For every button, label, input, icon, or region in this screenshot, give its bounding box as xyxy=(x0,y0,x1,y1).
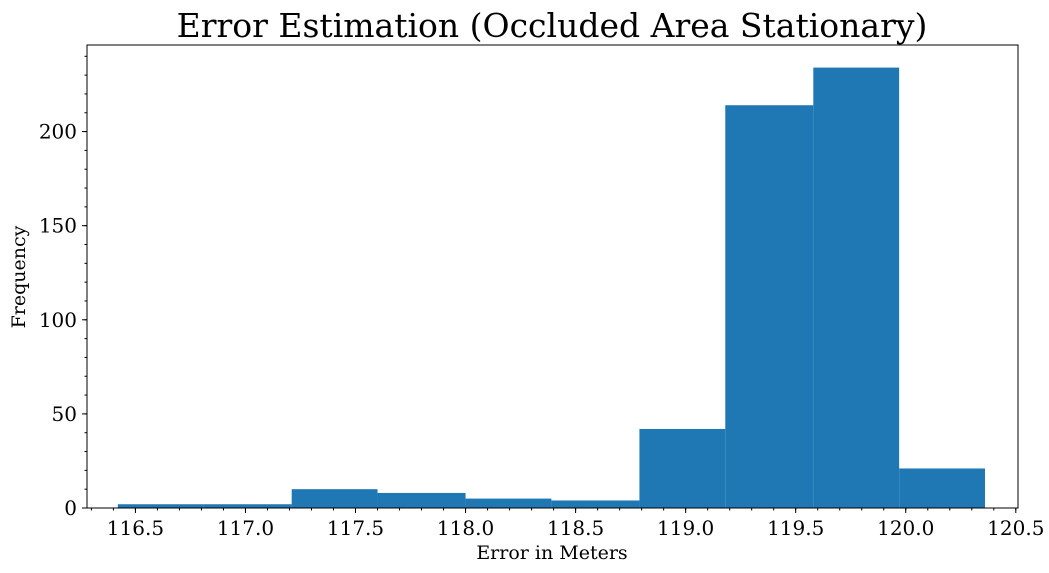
histogram-bar xyxy=(551,500,640,508)
x-tick-label: 119.5 xyxy=(767,516,824,540)
x-tick-label: 120.0 xyxy=(877,516,934,540)
y-tick-label: 100 xyxy=(39,308,77,332)
plot-frame xyxy=(86,44,1019,509)
y-axis-label: Frequency xyxy=(8,225,30,328)
histogram-bar xyxy=(899,468,985,508)
histogram-bar xyxy=(725,105,814,508)
histogram-bar xyxy=(639,428,726,508)
y-tick-label: 150 xyxy=(39,214,77,238)
x-tick-label: 117.5 xyxy=(327,516,384,540)
x-tick-label: 120.5 xyxy=(987,516,1044,540)
bars-group xyxy=(117,67,985,509)
histogram-bar xyxy=(465,498,552,508)
histogram-bar xyxy=(291,489,378,508)
x-tick-label: 116.5 xyxy=(107,516,164,540)
chart-title: Error Estimation (Occluded Area Stationa… xyxy=(177,6,928,45)
histogram-bar xyxy=(813,67,900,509)
x-axis-label: Error in Meters xyxy=(476,542,627,564)
x-tick-label: 119.0 xyxy=(657,516,714,540)
x-tick-label: 118.0 xyxy=(437,516,494,540)
y-tick-label: 0 xyxy=(64,496,77,520)
histogram-bar xyxy=(203,504,292,508)
y-axis: 0 50 100 150 200 xyxy=(39,55,87,520)
y-tick-label: 50 xyxy=(52,402,77,426)
histogram-bar xyxy=(377,492,466,508)
x-axis: 116.5 117.0 117.5 118.0 118.5 119.0 119.5 120.0… xyxy=(90,508,1044,540)
y-tick-label: 200 xyxy=(39,120,77,144)
x-tick-label: 117.0 xyxy=(217,516,274,540)
histogram-bar xyxy=(117,504,204,508)
x-tick-label: 118.5 xyxy=(547,516,604,540)
